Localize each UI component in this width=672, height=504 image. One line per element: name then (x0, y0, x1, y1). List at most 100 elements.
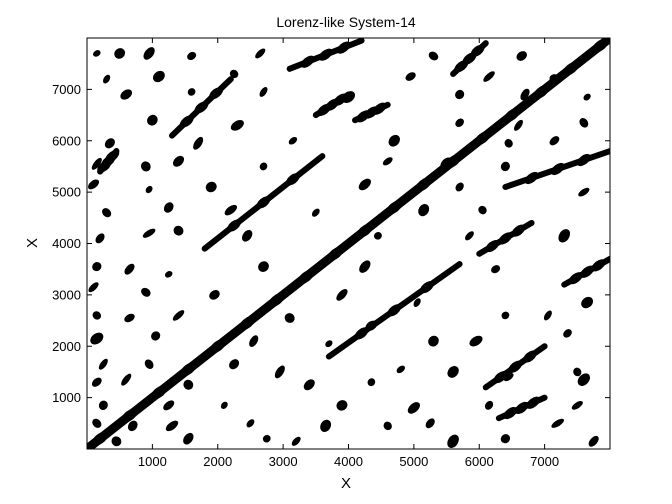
recurrence-segment-bulge (318, 48, 333, 61)
recurrence-blob (513, 119, 523, 131)
identity-bead (592, 38, 608, 53)
recurrence-blob (183, 379, 194, 390)
recurrence-blob (142, 228, 156, 238)
identity-bead (210, 339, 226, 354)
recurrence-blob (163, 202, 174, 213)
recurrence-segment-bulge (511, 224, 526, 237)
recurrence-blob (291, 436, 301, 446)
recurrence-blob (563, 329, 572, 338)
recurrence-segment-bulge (470, 44, 485, 57)
recurrence-blob (543, 310, 552, 321)
recurrence-blob (102, 208, 112, 218)
recurrence-blob (259, 87, 268, 97)
recurrence-blob (259, 162, 268, 171)
recurrence-blob (114, 48, 126, 59)
recurrence-blob (145, 185, 153, 194)
recurrence-blob (571, 400, 583, 410)
recurrence-segment-bulge (179, 115, 194, 128)
recurrence-segment-bulge (300, 55, 315, 68)
recurrence-blob (183, 432, 194, 445)
recurrence-segment-bulge (580, 265, 595, 278)
recurrence-blob (549, 74, 560, 85)
recurrence-blob (388, 134, 400, 147)
recurrence-blob (147, 114, 158, 126)
recurrence-blob (92, 311, 102, 320)
recurrence-blob (92, 418, 102, 428)
identity-bead (151, 385, 167, 400)
recurrence-blob (104, 138, 115, 149)
recurrence-segment-bulge (493, 371, 508, 384)
recurrence-blob (124, 263, 135, 275)
recurrence-blob (341, 91, 356, 104)
y-tick-label: 5000 (52, 185, 81, 200)
identity-bead (563, 62, 579, 76)
recurrence-segment-bulge (256, 196, 271, 209)
recurrence-blob (359, 260, 371, 273)
recurrence-blob (558, 229, 571, 243)
x-axis-label: X (341, 475, 351, 492)
recurrence-blob (383, 421, 392, 431)
recurrence-blob (249, 335, 259, 347)
recurrence-blob (503, 372, 514, 382)
identity-bead (92, 431, 108, 446)
recurrence-blob (91, 157, 102, 170)
recurrence-blob (92, 262, 102, 272)
recurrence-blob (573, 367, 582, 377)
recurrence-blob (229, 69, 239, 79)
recurrence-blob (396, 365, 406, 374)
recurrence-blob (93, 50, 101, 57)
recurrence-blob (284, 313, 295, 323)
recurrence-blob (405, 72, 416, 81)
recurrence-blob (464, 231, 474, 241)
recurrence-segment-bulge (227, 219, 241, 232)
recurrence-blob (229, 359, 240, 370)
recurrence-blob (478, 205, 487, 215)
recurrence-blob (311, 208, 320, 217)
y-axis: 1000 2000 3000 4000 5000 6000 7000 (52, 82, 610, 405)
recurrence-blob (220, 401, 228, 409)
y-axis-label: X (24, 238, 41, 248)
recurrence-marks (87, 38, 610, 449)
recurrence-blob (428, 51, 439, 61)
recurrence-blob (98, 400, 108, 411)
recurrence-blob (144, 359, 154, 369)
identity-bead (415, 177, 432, 192)
recurrence-blob (164, 271, 173, 278)
recurrence-blob (111, 436, 122, 447)
recurrence-blob (143, 47, 155, 60)
recurrence-blob (172, 310, 185, 321)
recurrence-segment-bulge (209, 87, 224, 100)
recurrence-blob (469, 335, 483, 347)
recurrence-blob (124, 313, 135, 323)
recurrence-blob (88, 282, 99, 293)
recurrence-blob (455, 118, 464, 128)
recurrence-segment-bulge (526, 396, 541, 409)
x-tick-label: 3000 (269, 454, 298, 469)
y-tick-label: 7000 (52, 82, 81, 97)
recurrence-blob (447, 434, 459, 448)
x-tick-label: 1000 (138, 454, 167, 469)
recurrence-blob (151, 331, 161, 341)
recurrence-blob (205, 181, 217, 193)
recurrence-blob (588, 435, 599, 447)
recurrence-blob (413, 298, 421, 307)
recurrence-blob (141, 287, 151, 297)
line-of-identity (87, 38, 610, 449)
recurrence-blob (516, 51, 527, 61)
identity-bead (298, 270, 314, 284)
recurrence-blob (418, 204, 430, 217)
identity-bead (268, 293, 285, 307)
recurrence-blob (365, 320, 378, 331)
recurrence-blob (224, 204, 237, 216)
y-tick-label: 3000 (52, 287, 81, 302)
recurrence-blob (90, 332, 104, 345)
recurrence-blob (120, 89, 133, 100)
chart-title: Lorenz-like System-14 (276, 14, 415, 30)
recurrence-blob (230, 120, 244, 131)
recurrence-blob (583, 93, 591, 101)
recurrence-blob (501, 311, 510, 320)
recurrence-blob (382, 157, 393, 166)
recurrence-segment-bulge (354, 327, 369, 340)
x-tick-label: 6000 (465, 454, 494, 469)
recurrence-blob (578, 187, 590, 197)
